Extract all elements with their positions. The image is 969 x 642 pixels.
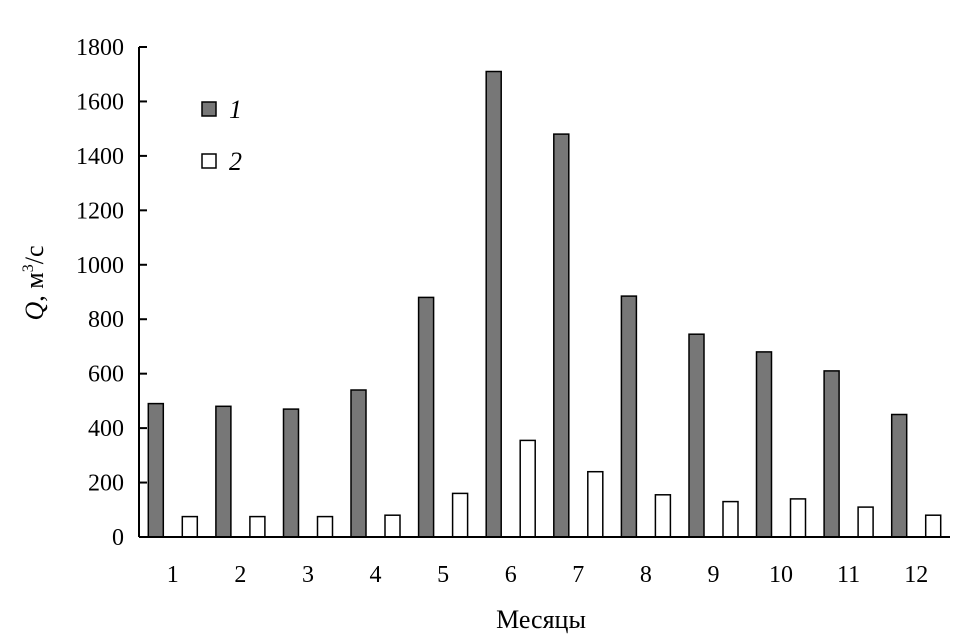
bar-series2-month-12 [924,514,942,538]
y-axis-symbol: Q [20,302,49,321]
bar-series1-month-6 [485,70,502,538]
y-tick-label: 1400 [76,144,124,170]
y-axis-unit-exponent: 3 [20,264,37,272]
y-axis-unit-base: м [20,272,49,288]
legend-label-1: 1 [229,95,242,124]
bar-series1-month-10 [755,351,773,538]
y-tick-label: 1800 [76,35,124,61]
y-tick-label: 800 [88,307,124,333]
x-tick-label: 12 [904,562,928,588]
bar-series2-month-9 [722,500,739,538]
bar-series2-month-10 [789,498,807,538]
x-tick-label: 2 [234,562,246,588]
legend-swatch-1 [201,101,217,117]
bar-series2-month-4 [384,514,401,538]
bar-series2-month-2 [249,515,266,538]
bar-series2-month-6 [519,439,536,538]
y-axis-unit-tail: /с [20,246,49,265]
y-axis-separator: , [20,289,49,302]
bar-series2-month-7 [587,470,604,538]
y-tick-label: 200 [88,471,124,497]
legend: 12 [201,95,242,176]
y-ticks-group: 0 200 400 600 800 1000 1200 1400 1600 1800 [76,35,147,551]
bar-series2-month-11 [857,506,874,538]
y-tick-label: 1000 [76,253,124,279]
bar-series2-month-8 [654,494,672,538]
bar-series1-month-8 [620,295,638,538]
x-tick-label: 9 [708,562,720,588]
x-tick-label: 1 [167,562,179,588]
y-tick-label: 1200 [76,198,124,224]
bar-series1-month-12 [890,413,908,538]
bar-series1-month-9 [688,333,705,538]
bar-series1-month-1 [147,402,165,538]
x-tick-label: 7 [572,562,584,588]
bar-series2-month-1 [181,515,199,538]
x-tick-label: 8 [640,562,652,588]
bar-series2-month-5 [451,492,469,538]
legend-swatch-2 [201,153,217,169]
x-tick-label: 3 [302,562,314,588]
x-ticks-group: 1 2 3 4 5 6 7 8 9 10 11 12 [167,562,928,588]
legend-label-2: 2 [229,147,242,176]
axes-group [138,47,950,538]
y-tick-label: 600 [88,362,124,388]
x-tick-label: 4 [370,562,382,588]
y-tick-label: 1600 [76,89,124,115]
bar-series2-month-3 [316,515,334,538]
y-tick-label: 400 [88,416,124,442]
bar-series1-month-5 [417,296,435,538]
bar-series1-month-4 [350,389,367,538]
bar-series1-month-2 [215,405,232,538]
y-tick-label: 0 [112,525,124,551]
x-tick-label: 5 [437,562,449,588]
bar-series1-month-11 [823,370,840,538]
bar-series1-month-7 [553,133,570,538]
x-tick-label: 11 [837,562,860,588]
x-tick-label: 6 [505,562,517,588]
x-tick-label: 10 [769,562,793,588]
x-axis-title: Месяцы [496,605,586,634]
bar-series1-month-3 [282,408,300,538]
y-axis-title: Q, м3/с [20,246,49,321]
bars-group [147,70,942,538]
